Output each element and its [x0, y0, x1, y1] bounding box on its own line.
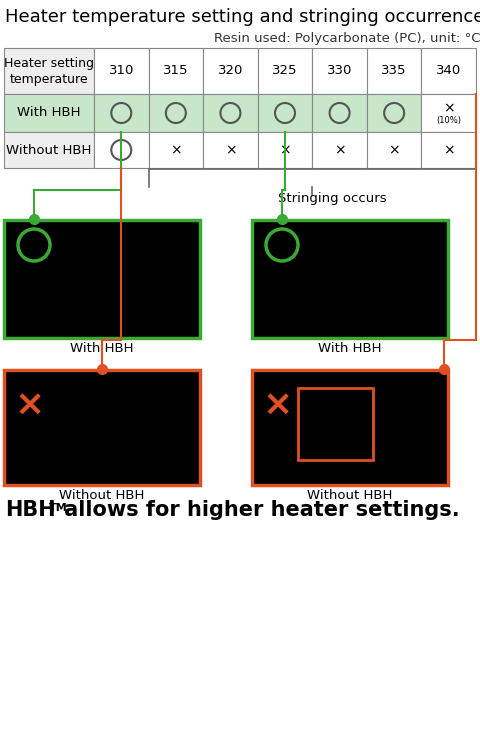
Text: Heater temperature setting and stringing occurrence: Heater temperature setting and stringing…: [5, 8, 480, 26]
Bar: [203, 94, 258, 132]
Bar: [252, 370, 448, 485]
Bar: [94, 94, 149, 132]
Bar: [203, 48, 258, 94]
Bar: [4, 220, 200, 338]
Bar: [4, 48, 94, 94]
Text: With HBH: With HBH: [17, 107, 81, 120]
Bar: [421, 94, 476, 132]
Text: 330: 330: [327, 64, 352, 77]
Text: ×: ×: [443, 101, 455, 115]
Text: 340: 340: [436, 64, 461, 77]
Bar: [4, 132, 94, 168]
Text: 335: 335: [382, 64, 407, 77]
Text: Without HBH: Without HBH: [60, 489, 144, 502]
Bar: [4, 94, 94, 132]
Text: ×: ×: [170, 143, 181, 157]
Text: Heater setting
temperature: Heater setting temperature: [4, 56, 94, 85]
Text: ×: ×: [388, 143, 400, 157]
Text: allows for higher heater settings.: allows for higher heater settings.: [57, 500, 460, 520]
Bar: [367, 94, 421, 132]
Bar: [312, 94, 367, 132]
Bar: [258, 94, 312, 132]
Text: With HBH: With HBH: [70, 342, 134, 355]
Bar: [4, 370, 200, 485]
Text: Stringing occurs: Stringing occurs: [278, 192, 386, 205]
Text: ×: ×: [263, 388, 293, 422]
Text: With HBH: With HBH: [318, 342, 382, 355]
Bar: [94, 132, 149, 168]
Text: ×: ×: [443, 143, 455, 157]
Text: ×: ×: [334, 143, 346, 157]
Text: 315: 315: [163, 64, 189, 77]
Bar: [94, 48, 149, 94]
Bar: [258, 132, 312, 168]
Text: 310: 310: [108, 64, 134, 77]
Bar: [421, 132, 476, 168]
Text: ×: ×: [225, 143, 236, 157]
Text: Resin used: Polycarbonate (PC), unit: °C: Resin used: Polycarbonate (PC), unit: °C: [214, 32, 480, 45]
Text: TM: TM: [49, 503, 68, 513]
Bar: [149, 48, 203, 94]
Text: ×: ×: [15, 388, 45, 422]
Text: (10%): (10%): [436, 115, 461, 125]
Text: 320: 320: [218, 64, 243, 77]
Bar: [149, 132, 203, 168]
Bar: [312, 132, 367, 168]
Text: 325: 325: [272, 64, 298, 77]
Bar: [258, 48, 312, 94]
Bar: [203, 132, 258, 168]
Bar: [367, 48, 421, 94]
Bar: [421, 48, 476, 94]
Text: Without HBH: Without HBH: [6, 144, 92, 156]
Bar: [298, 388, 373, 460]
Text: ×: ×: [279, 143, 291, 157]
Bar: [367, 132, 421, 168]
Bar: [149, 94, 203, 132]
Bar: [252, 220, 448, 338]
Text: Without HBH: Without HBH: [307, 489, 393, 502]
Bar: [312, 48, 367, 94]
Text: HBH: HBH: [5, 500, 56, 520]
